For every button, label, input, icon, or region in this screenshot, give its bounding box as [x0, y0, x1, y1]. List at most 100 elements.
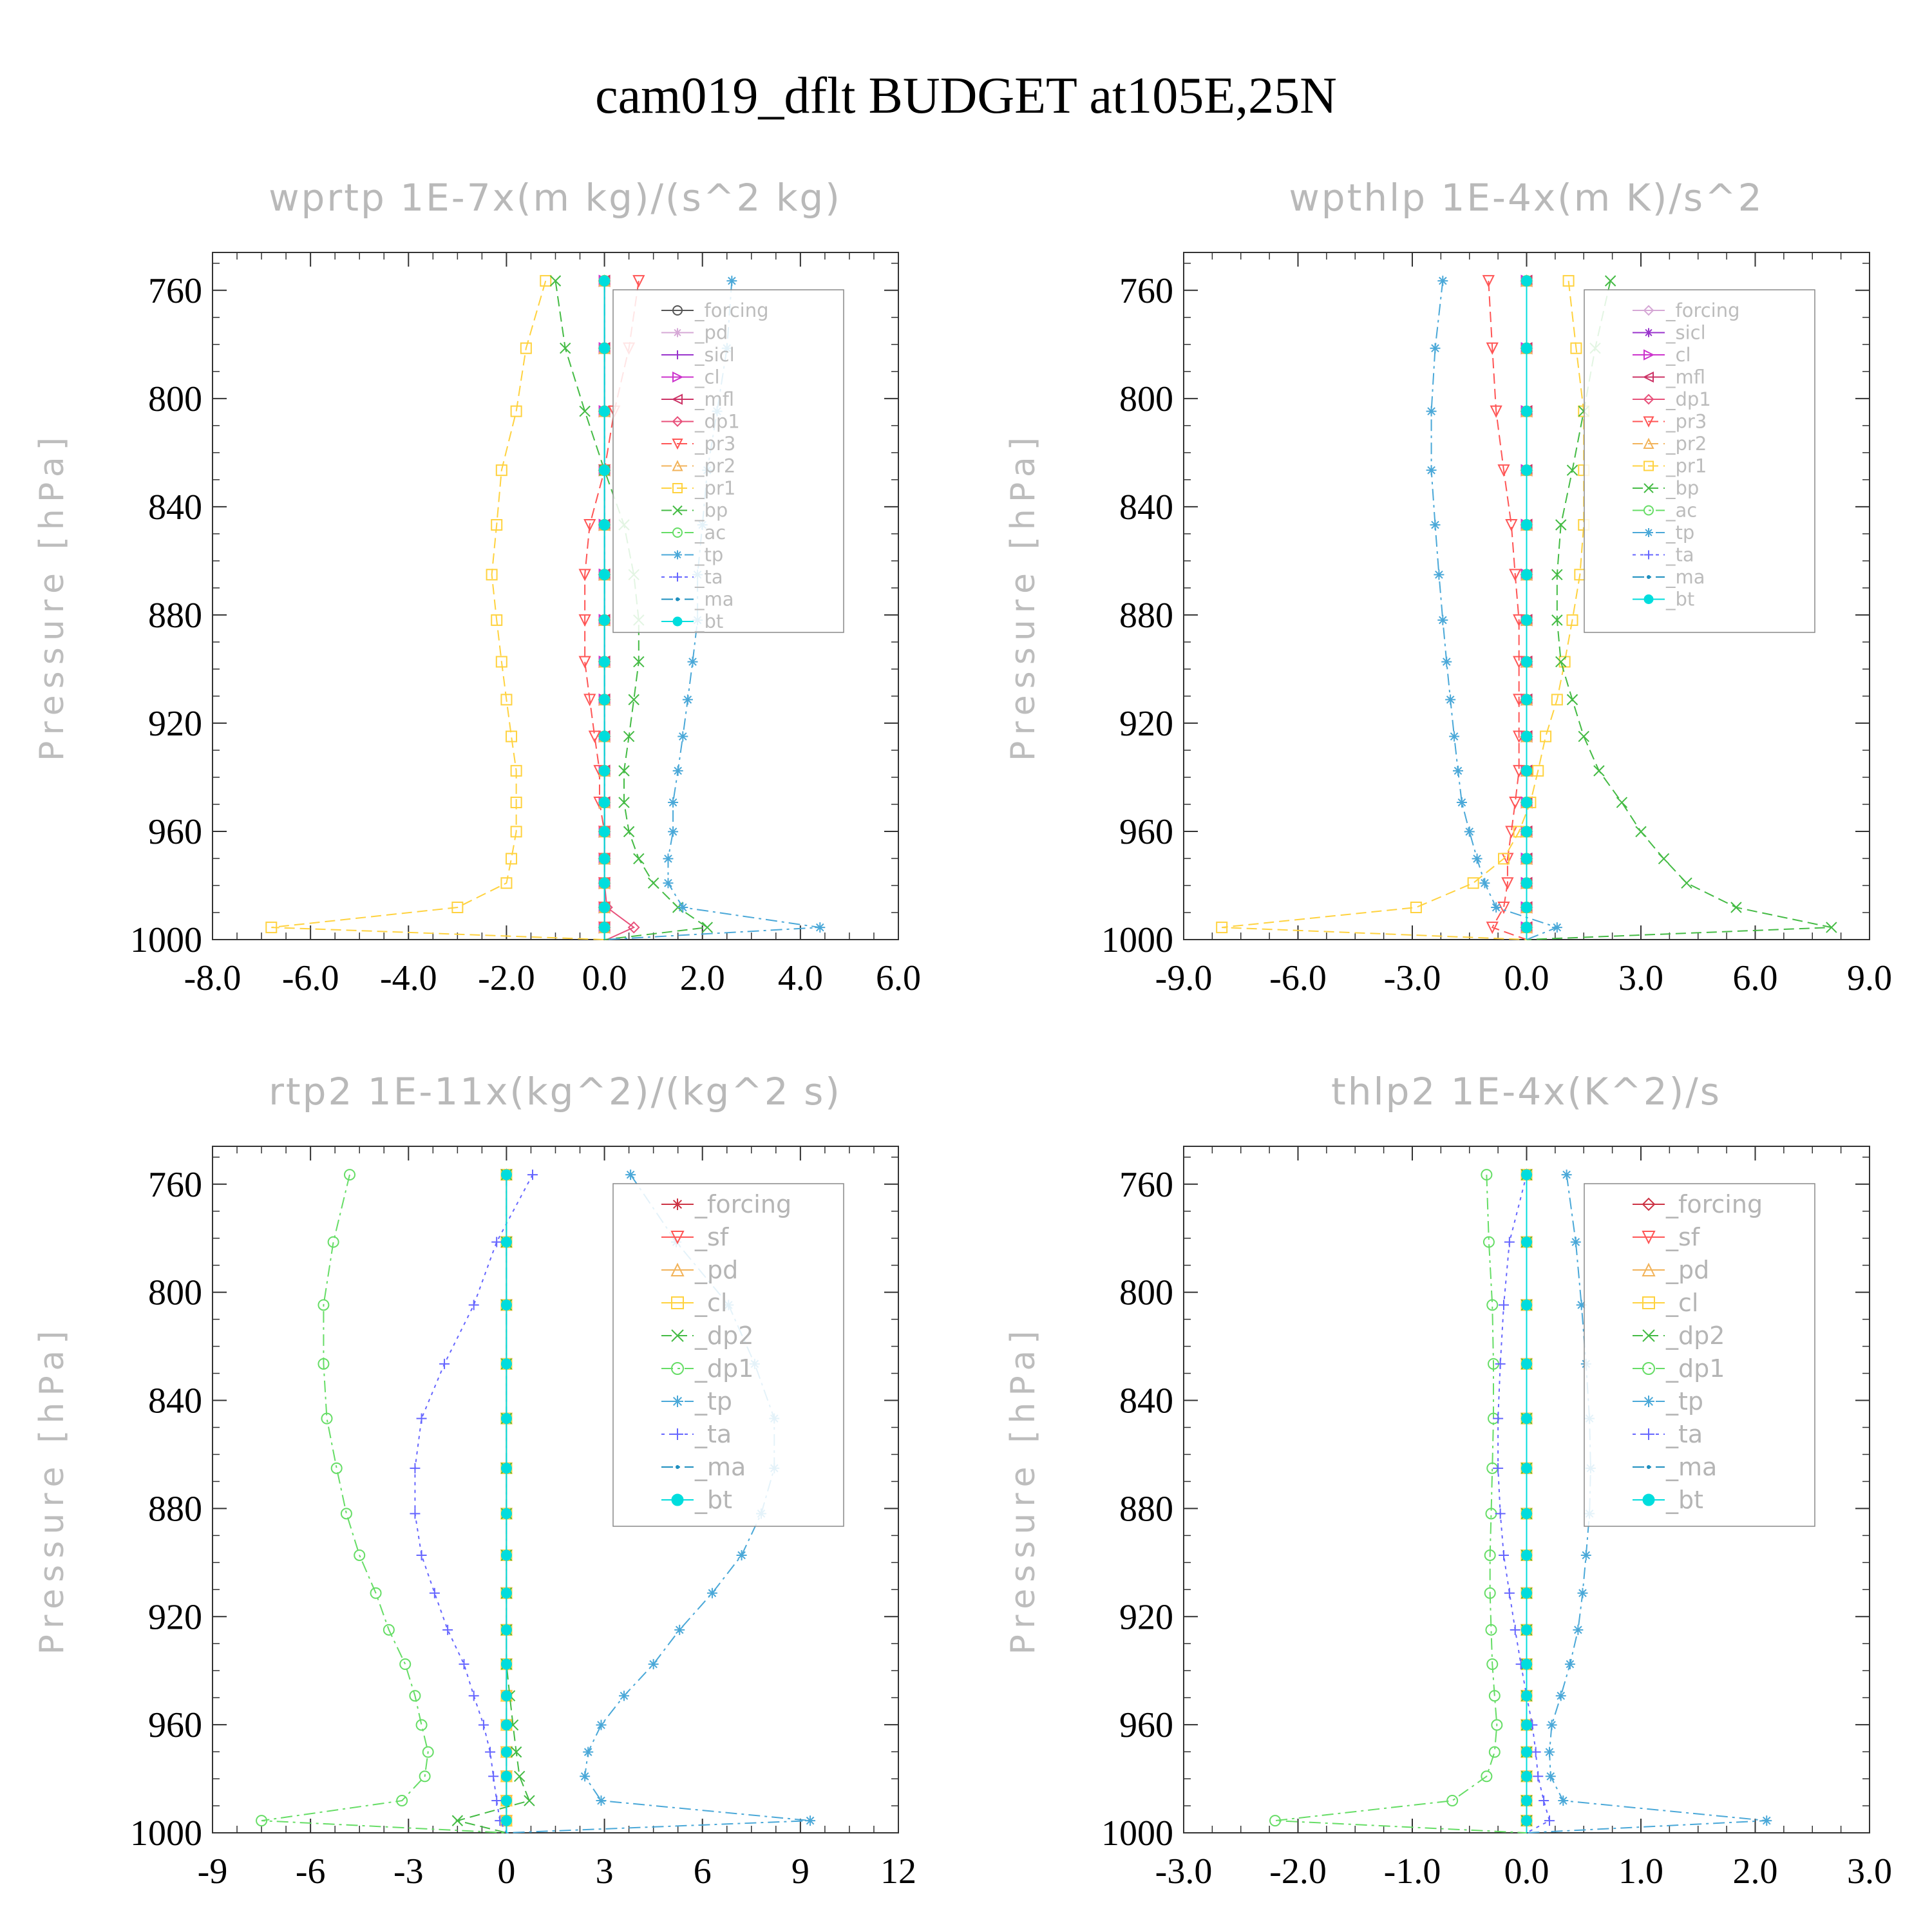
- series-ta: [410, 1170, 538, 1833]
- data-point: [1521, 1747, 1532, 1758]
- x-tick-label: -9: [198, 1852, 228, 1891]
- legend-marker: [1643, 505, 1654, 516]
- data-point: [527, 1170, 538, 1180]
- data-point: [1491, 902, 1502, 913]
- legend-label: _pr3: [1665, 411, 1707, 433]
- data-point: [1479, 878, 1490, 889]
- y-tick-label: 1000: [130, 920, 202, 960]
- data-point: [370, 1587, 382, 1599]
- data-point: [1580, 1549, 1591, 1560]
- series-dp2: [451, 1169, 535, 1833]
- data-point: [1616, 797, 1628, 808]
- legend-marker: [673, 573, 682, 582]
- x-tick-label: 6.0: [1733, 958, 1778, 998]
- data-point: [599, 826, 611, 837]
- data-point: [579, 405, 591, 417]
- legend-label: _mfl: [1665, 366, 1705, 388]
- series-tp: [1426, 276, 1562, 940]
- data-point: [500, 1358, 512, 1370]
- data-point: [625, 1170, 636, 1180]
- legend-label: _pr2: [1665, 433, 1707, 455]
- data-point: [500, 1587, 512, 1599]
- series-line: [604, 281, 820, 940]
- data-point: [510, 405, 522, 417]
- data-point: [1521, 1795, 1532, 1806]
- data-point: [1486, 342, 1499, 355]
- data-point: [674, 1624, 685, 1635]
- legend-label: _dp2: [1665, 1321, 1725, 1350]
- data-point: [416, 1549, 427, 1560]
- y-axis-label: Pressure [hPa]: [33, 1325, 71, 1655]
- y-tick-label: 760: [1119, 1165, 1173, 1205]
- legend: _forcing _sf _pd _cl _dp2 _dp1 _tp _ta _ma _bt: [612, 1183, 844, 1527]
- legend-marker: [676, 597, 679, 601]
- legend-marker: [1642, 1329, 1655, 1342]
- data-point: [1566, 464, 1578, 476]
- legend-label: _ma: [694, 1453, 746, 1481]
- data-point: [1521, 614, 1532, 626]
- series-line: [414, 1174, 533, 1833]
- data-point: [429, 1587, 440, 1598]
- data-point: [1561, 1170, 1572, 1180]
- legend-box: [1584, 289, 1815, 633]
- legend-label: _dp1: [1665, 388, 1711, 410]
- legend-marker: [672, 371, 684, 383]
- data-point: [1521, 826, 1532, 837]
- data-point: [500, 1690, 512, 1701]
- legend: _forcing_pd_sicl_cl_mfl_dp1_pr3_pr2_pr1_…: [612, 289, 844, 633]
- data-point: [599, 765, 611, 777]
- legend-label: _dp2: [694, 1321, 753, 1350]
- data-point: [1495, 1508, 1506, 1519]
- data-point: [1573, 1624, 1584, 1635]
- x-tick-label: 3.0: [1618, 958, 1663, 998]
- data-point: [500, 1169, 512, 1180]
- data-point: [599, 519, 611, 531]
- data-point: [663, 878, 674, 889]
- data-point: [1504, 1587, 1515, 1598]
- data-point: [618, 797, 630, 808]
- legend-label: _pd: [694, 322, 728, 344]
- legend-marker: [671, 1296, 684, 1309]
- data-point: [1472, 853, 1482, 864]
- series-line: [455, 1175, 531, 1833]
- data-point: [706, 1587, 717, 1598]
- legend-label: _tp: [1665, 522, 1694, 544]
- legend-marker: [1642, 1262, 1656, 1276]
- data-point: [1521, 1549, 1532, 1561]
- legend-marker: [672, 505, 683, 516]
- data-point: [524, 1795, 535, 1806]
- data-point: [1521, 1299, 1532, 1311]
- data-point: [1434, 569, 1444, 580]
- data-point: [647, 877, 659, 889]
- legend-marker: [1643, 460, 1654, 471]
- series-line: [1274, 1175, 1527, 1833]
- data-point: [1426, 465, 1437, 476]
- legend-marker: [670, 1231, 685, 1245]
- x-tick-label: 1.0: [1618, 1852, 1663, 1891]
- data-point: [1555, 656, 1567, 668]
- legend-label: _sf: [694, 1223, 730, 1251]
- data-point: [500, 1299, 512, 1311]
- data-point: [500, 1463, 512, 1474]
- x-tick-label: -4.0: [380, 958, 437, 998]
- y-tick-label: 960: [1119, 812, 1173, 852]
- data-point: [491, 519, 503, 531]
- data-point: [1544, 1747, 1555, 1757]
- data-point: [1521, 1690, 1532, 1701]
- data-point: [1484, 1587, 1496, 1599]
- y-tick-label: 920: [148, 1597, 202, 1637]
- data-point: [599, 656, 611, 668]
- data-point: [578, 614, 591, 627]
- y-tick-label: 800: [1119, 1273, 1173, 1313]
- data-point: [687, 656, 698, 667]
- x-tick-label: -2.0: [478, 958, 535, 998]
- x-tick-label: 0.0: [582, 958, 627, 998]
- data-point: [468, 1300, 479, 1311]
- data-point: [599, 731, 611, 743]
- legend-label: _pr3: [694, 433, 735, 455]
- legend-label: _pd: [1665, 1256, 1709, 1284]
- legend-label: _forcing: [1665, 299, 1740, 321]
- y-tick-label: 920: [1119, 1597, 1173, 1637]
- legend-label: _pr1: [694, 477, 735, 499]
- data-point: [599, 569, 611, 580]
